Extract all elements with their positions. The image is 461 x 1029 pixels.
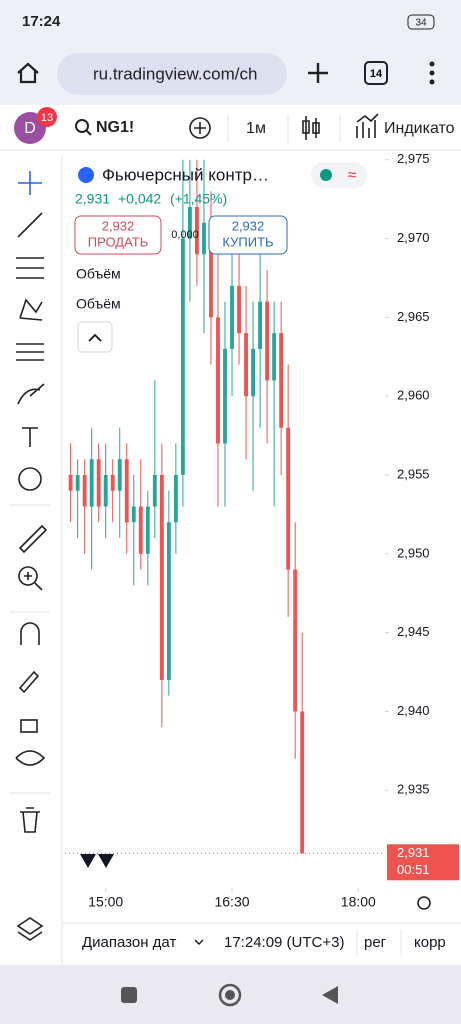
candle-body — [293, 569, 298, 712]
candle-body — [187, 207, 192, 239]
candle-body — [131, 506, 136, 523]
adjust[interactable]: корр — [414, 934, 446, 951]
spread: 0,000 — [171, 229, 199, 241]
back[interactable] — [322, 986, 338, 1004]
candle-body — [230, 285, 234, 349]
symbol[interactable]: NG1! — [96, 119, 134, 136]
candle-body — [138, 506, 143, 554]
indicators[interactable]: Индикато — [384, 120, 455, 137]
y-tick-label: 2,935 — [397, 782, 430, 797]
candle-body — [180, 238, 185, 475]
avatar-letter: D — [24, 120, 36, 137]
status-time: 17:24 — [22, 13, 61, 30]
menu[interactable] — [429, 61, 435, 85]
battery-level: 34 — [415, 18, 427, 29]
x-tick-label: 15:00 — [88, 894, 123, 910]
y-tick-label: 2,955 — [397, 466, 430, 481]
date-range[interactable]: Диапазон дат — [82, 934, 176, 951]
search-icon[interactable] — [75, 119, 89, 133]
candle-body — [209, 222, 213, 318]
toolbar-separators — [10, 504, 50, 794]
home[interactable] — [218, 983, 242, 1007]
candle-body — [110, 474, 115, 491]
x-tick-label: 18:00 — [341, 894, 376, 910]
session[interactable]: рег — [364, 934, 387, 951]
svg-text:≈: ≈ — [348, 167, 357, 184]
last-price-tag — [387, 844, 459, 881]
drawing-tools[interactable] — [15, 171, 48, 941]
candle-body — [244, 333, 248, 397]
battery — [407, 14, 435, 30]
sell-button[interactable] — [74, 215, 162, 255]
candle-body — [103, 474, 108, 507]
y-tick-label: 2,975 — [397, 151, 430, 166]
collapse-button[interactable] — [77, 321, 113, 353]
candle-body — [279, 333, 284, 428]
candle-body — [75, 474, 80, 491]
candle-body — [152, 474, 157, 507]
legend-title: Фьючерсный контр… — [102, 165, 269, 184]
tv-logo — [80, 854, 114, 868]
buy-label: КУПИТЬ — [222, 234, 273, 249]
legend: Фьючерсный контр… ≈ 2,931 +0,042 (+1,45%… — [74, 162, 367, 353]
settings[interactable] — [417, 896, 431, 910]
candle-body — [272, 333, 277, 381]
countdown: 00:51 — [397, 862, 430, 877]
candle-body — [124, 459, 129, 523]
last-price: 2,931 — [397, 845, 430, 860]
candle-body — [96, 459, 101, 507]
legend-change-pct: (+1,45%) — [170, 191, 227, 207]
plot — [65, 159, 385, 854]
candle-body — [145, 506, 150, 554]
sell-label: ПРОДАТЬ — [88, 234, 149, 249]
candle-body — [251, 348, 255, 397]
candle-body — [237, 285, 241, 334]
sell-price: 2,932 — [102, 218, 135, 233]
y-tick-label: 2,950 — [397, 545, 430, 560]
clock[interactable]: 17:24:09 (UTC+3) — [224, 934, 344, 951]
study-label: Объём — [76, 266, 121, 282]
badge-count: 13 — [41, 112, 53, 124]
candle-body — [265, 301, 270, 381]
indicators-icon[interactable] — [356, 113, 379, 138]
candle-body — [286, 427, 291, 570]
legend-change: +0,042 — [118, 191, 161, 207]
candle-body — [89, 459, 94, 507]
candle-body — [202, 222, 206, 255]
x-tick-label: 16:30 — [214, 894, 249, 910]
y-tick-label: 2,945 — [397, 624, 430, 639]
new-tab[interactable] — [308, 63, 328, 83]
badge — [37, 107, 57, 127]
buy-button[interactable] — [208, 215, 288, 255]
candle-body — [117, 459, 122, 491]
interval[interactable]: 1м — [246, 120, 266, 137]
candle-body — [258, 301, 263, 349]
candle-body — [195, 207, 199, 255]
buy-price: 2,932 — [232, 218, 265, 233]
tabs-button[interactable] — [364, 61, 388, 85]
candle-body — [166, 522, 171, 680]
legend-price: 2,931 — [75, 191, 110, 207]
y-tick-label: 2,960 — [397, 388, 430, 403]
recents[interactable] — [121, 987, 137, 1003]
compare[interactable] — [189, 117, 211, 139]
y-tick-label: 2,970 — [397, 230, 430, 245]
y-tick-label: 2,965 — [397, 309, 430, 324]
tabs-count: 14 — [370, 68, 383, 80]
candle-body — [82, 474, 87, 507]
candle-body — [68, 474, 73, 491]
url-bar[interactable] — [57, 53, 287, 95]
candle-body — [300, 711, 305, 854]
chart-type[interactable] — [302, 116, 320, 140]
candle-body — [223, 348, 227, 444]
y-tick-label: 2,940 — [397, 703, 430, 718]
home-button[interactable] — [17, 62, 39, 84]
url: ru.tradingview.com/ch — [93, 64, 257, 83]
candle-body — [159, 474, 164, 680]
study-label: Объём — [76, 296, 121, 312]
candle-body — [216, 317, 220, 444]
candle-body — [173, 474, 178, 523]
